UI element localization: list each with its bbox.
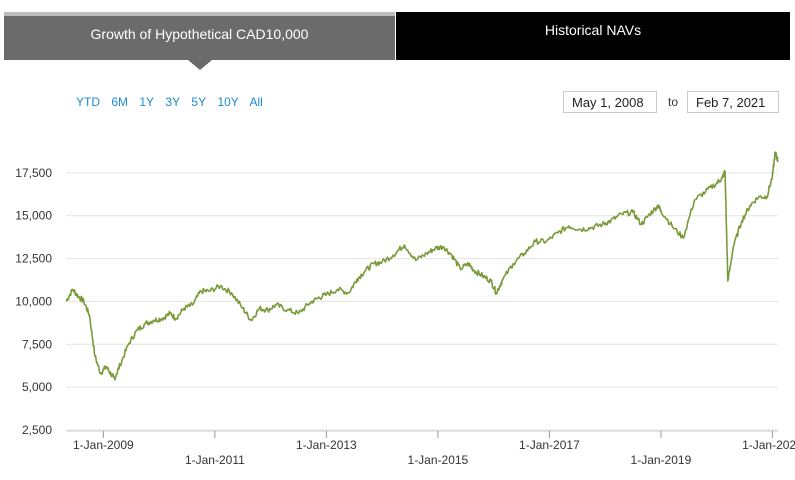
x-tick-label: 1-Jan-2015: [408, 453, 469, 467]
tab-growth[interactable]: Growth of Hypothetical CAD10,000: [4, 12, 395, 60]
range-ytd[interactable]: YTD: [76, 95, 100, 109]
active-tab-pointer: [188, 60, 212, 70]
date-to-field[interactable]: Feb 7, 2021: [687, 91, 779, 113]
range-1y[interactable]: 1Y: [139, 95, 155, 109]
y-tick-label: 7,500: [22, 337, 52, 351]
range-all[interactable]: All: [249, 95, 263, 109]
x-tick-label: 1-Jan-2009: [73, 438, 134, 452]
tab-historical-navs[interactable]: Historical NAVs: [396, 12, 790, 60]
y-tick-label: 17,500: [15, 166, 52, 180]
y-tick-label: 2,500: [22, 423, 52, 437]
x-tick-label: 1-Jan-2021: [742, 438, 795, 452]
range-3y[interactable]: 3Y: [165, 95, 181, 109]
date-separator: to: [668, 95, 679, 109]
x-tick-label: 1-Jan-2017: [519, 438, 580, 452]
range-selector: YTD 6M 1Y 3Y 5Y 10Y All: [76, 95, 271, 109]
y-tick-label: 5,000: [22, 380, 52, 394]
y-tick-label: 12,500: [15, 252, 52, 266]
x-tick-label: 1-Jan-2013: [296, 438, 357, 452]
x-tick-label: 1-Jan-2019: [631, 453, 692, 467]
date-from-field[interactable]: May 1, 2008: [563, 91, 657, 113]
range-5y[interactable]: 5Y: [191, 95, 207, 109]
tab-bar: Growth of Hypothetical CAD10,000 Histori…: [0, 12, 790, 60]
x-tick-label: 1-Jan-2011: [185, 453, 245, 467]
growth-series-line: [65, 151, 779, 381]
range-6m[interactable]: 6M: [111, 95, 129, 109]
y-tick-label: 15,000: [15, 209, 52, 223]
range-10y[interactable]: 10Y: [217, 95, 239, 109]
y-tick-label: 10,000: [15, 294, 52, 308]
